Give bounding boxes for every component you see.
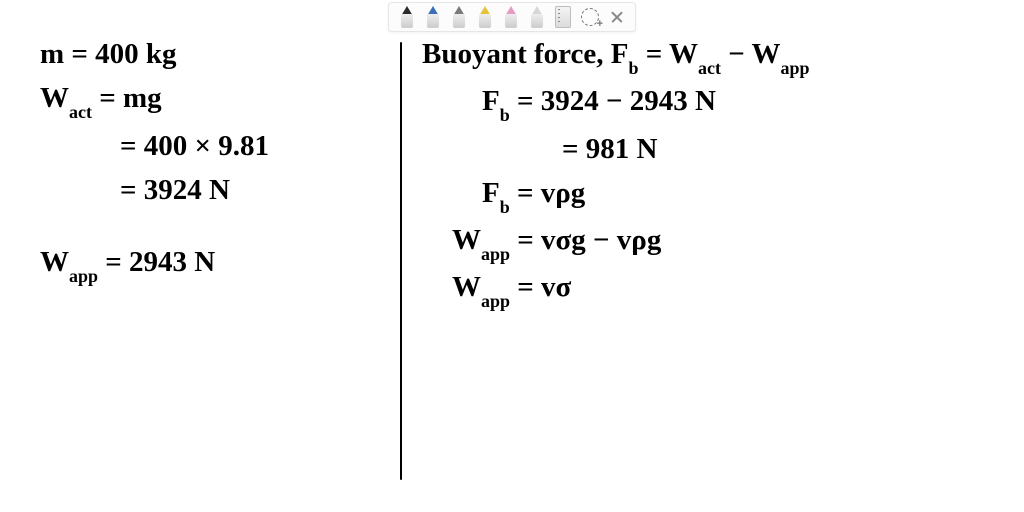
pen-body	[401, 14, 413, 28]
pen-black-icon[interactable]	[399, 6, 415, 28]
pen-blue-icon[interactable]	[425, 6, 441, 28]
lasso-select-icon[interactable]	[581, 8, 599, 26]
pen-body	[505, 14, 517, 28]
note-line: = 400 × 9.81	[40, 128, 370, 164]
note-line: Buoyant force, Fb = Wact − Wapp	[422, 36, 1000, 75]
annotation-toolbar	[388, 2, 636, 32]
pen-body	[479, 14, 491, 28]
pen-eraser-icon[interactable]	[529, 6, 545, 28]
notes-left-column: m = 400 kg Wact = mg = 400 × 9.81 = 3924…	[40, 36, 370, 512]
note-line: Fb = 3924 − 2943 N	[422, 83, 1000, 122]
column-divider	[400, 42, 402, 480]
ruler-icon[interactable]	[555, 6, 571, 28]
note-line: Wact = mg	[40, 80, 370, 119]
pen-body	[531, 14, 543, 28]
spacer	[40, 216, 370, 236]
note-line: Fb = vρg	[422, 175, 1000, 214]
notes-canvas: m = 400 kg Wact = mg = 400 × 9.81 = 3924…	[0, 36, 1024, 512]
note-line: m = 400 kg	[40, 36, 370, 72]
pen-body	[453, 14, 465, 28]
pen-grey-icon[interactable]	[451, 6, 467, 28]
close-icon[interactable]	[609, 9, 625, 25]
note-line: Wapp = vσ	[422, 269, 1000, 308]
note-line: Wapp = vσg − vρg	[422, 222, 1000, 261]
pen-body	[427, 14, 439, 28]
pen-pink-icon[interactable]	[503, 6, 519, 28]
pen-yellow-icon[interactable]	[477, 6, 493, 28]
note-line: = 3924 N	[40, 172, 370, 208]
note-line: Wapp = 2943 N	[40, 244, 370, 283]
note-line: = 981 N	[422, 131, 1000, 167]
notes-right-column: Buoyant force, Fb = Wact − Wapp Fb = 392…	[422, 36, 1000, 512]
